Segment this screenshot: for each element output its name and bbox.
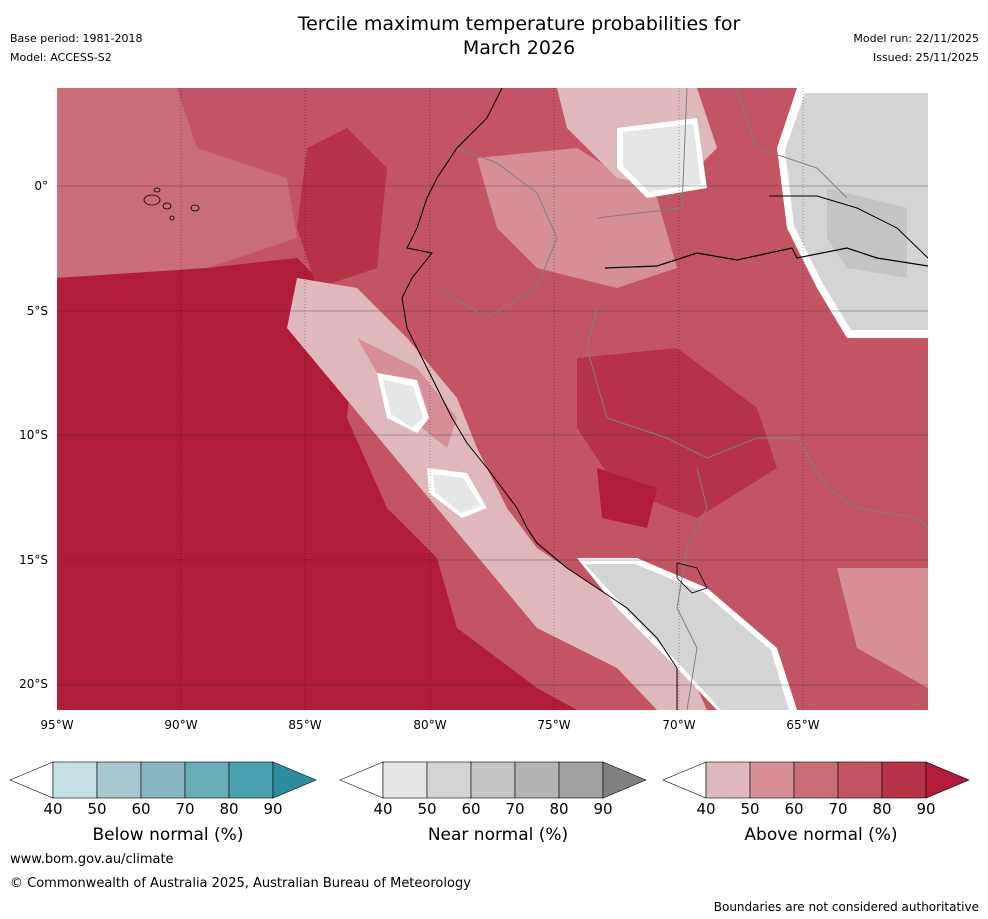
river-north — [769, 195, 928, 259]
legend-swatch — [705, 761, 751, 799]
border-ecuador-peru — [436, 147, 558, 319]
map-title: Tercile maximum temperature probabilitie… — [0, 12, 988, 60]
legend-tick: 60 — [461, 800, 481, 818]
legend-tick: 70 — [175, 800, 195, 818]
lon-label-80w: 80°W — [413, 718, 447, 732]
legend-swatch — [140, 761, 186, 799]
lon-label-90w: 90°W — [164, 718, 198, 732]
title-line-1: Tercile maximum temperature probabilitie… — [297, 13, 741, 35]
legend-tick: 40 — [696, 800, 716, 818]
legend-bar-above — [662, 761, 970, 799]
legend-swatch — [52, 761, 98, 799]
lat-label-20s: 20°S — [19, 677, 48, 691]
zone-above-90-ocean — [57, 258, 577, 710]
legend-tick: 60 — [131, 800, 151, 818]
legend-tick: 70 — [505, 800, 525, 818]
legend-tick: 80 — [549, 800, 569, 818]
lon-label-65w: 65°W — [786, 718, 820, 732]
legend-tick: 40 — [373, 800, 393, 818]
legend-near-normal: 40 50 60 70 80 90 Near normal (%) — [338, 760, 658, 845]
zone-above-60-nw — [57, 88, 297, 278]
legend-swatch — [9, 761, 54, 799]
issued-text: Issued: 25/11/2025 — [872, 51, 979, 64]
lake-titicaca — [676, 562, 708, 594]
border-peru-bolivia — [676, 467, 708, 710]
legend-swatch — [837, 761, 883, 799]
coastline — [401, 88, 678, 710]
model-run-text: Model run: 22/11/2025 — [853, 32, 979, 45]
legend-swatch — [793, 761, 839, 799]
legend-swatch — [470, 761, 516, 799]
legend-swatch — [426, 761, 472, 799]
border-colombia — [596, 88, 688, 219]
river-amazon — [604, 247, 928, 269]
legend-swatch — [558, 761, 604, 799]
zone-near-ne-60 — [827, 188, 907, 278]
border-venezuela — [736, 88, 848, 199]
legend-tick: 90 — [916, 800, 936, 818]
zone-near-patch-1 — [383, 380, 423, 428]
lon-label-85w: 85°W — [288, 718, 322, 732]
base-period-text: Base period: 1981-2018 — [10, 32, 143, 45]
legend-tick: 50 — [740, 800, 760, 818]
zone-above-80-interior — [577, 348, 777, 518]
zone-above-50-se — [837, 568, 928, 688]
legend-tick: 50 — [87, 800, 107, 818]
lat-label-10s: 10°S — [19, 428, 48, 442]
zone-above-80-north — [297, 128, 387, 288]
legend-label-below: Below normal (%) — [92, 825, 244, 845]
legend-bar-near — [339, 761, 647, 799]
legend-swatch — [925, 761, 970, 799]
legend-swatch — [749, 761, 795, 799]
border-brazil-south — [586, 307, 928, 529]
lon-label-70w: 70°W — [662, 718, 696, 732]
lat-label-0: 0° — [34, 179, 48, 193]
legend-swatch — [272, 761, 317, 799]
legend-swatch — [662, 761, 707, 799]
legend-swatch — [881, 761, 927, 799]
legend-label-above: Above normal (%) — [744, 825, 898, 845]
zone-near-patch-2 — [433, 474, 481, 513]
lon-label-95w: 95°W — [40, 718, 74, 732]
zone-near-south — [585, 564, 789, 710]
lat-label-5s: 5°S — [26, 304, 48, 318]
legend-tick: 40 — [43, 800, 63, 818]
copyright-text: © Commonwealth of Australia 2025, Austra… — [10, 876, 471, 891]
zone-above-90-interior — [597, 468, 657, 528]
legend-tick: 60 — [784, 800, 804, 818]
map-canvas — [57, 88, 928, 710]
legend-tick: 70 — [828, 800, 848, 818]
legend-below-normal: 40 50 60 70 80 90 Below normal (%) — [8, 760, 328, 845]
legend-swatch — [382, 761, 428, 799]
website-link[interactable]: www.bom.gov.au/climate — [10, 852, 174, 867]
legend-tick: 80 — [872, 800, 892, 818]
legend-tick: 80 — [219, 800, 239, 818]
legend-swatch — [602, 761, 647, 799]
zone-near-n — [623, 124, 701, 192]
model-text: Model: ACCESS-S2 — [10, 51, 112, 64]
title-line-2: March 2026 — [462, 37, 576, 59]
legend-above-normal: 40 50 60 70 80 90 Above normal (%) — [661, 760, 981, 845]
legend-tick: 90 — [593, 800, 613, 818]
legend-tick: 90 — [263, 800, 283, 818]
legend-label-near: Near normal (%) — [427, 825, 569, 845]
legend-tick: 50 — [417, 800, 437, 818]
galapagos-islands — [143, 187, 200, 221]
zone-above-50-north-land — [477, 148, 677, 288]
probability-map — [57, 88, 928, 710]
disclaimer-text: Boundaries are not considered authoritat… — [713, 900, 979, 914]
legend-swatch — [184, 761, 230, 799]
legend-bar-below — [9, 761, 317, 799]
legend-swatch — [96, 761, 142, 799]
lon-label-75w: 75°W — [537, 718, 571, 732]
legend-swatch — [339, 761, 384, 799]
lat-label-15s: 15°S — [19, 553, 48, 567]
latitude-lines — [57, 185, 928, 686]
legend-swatch — [514, 761, 560, 799]
legend-swatch — [228, 761, 274, 799]
